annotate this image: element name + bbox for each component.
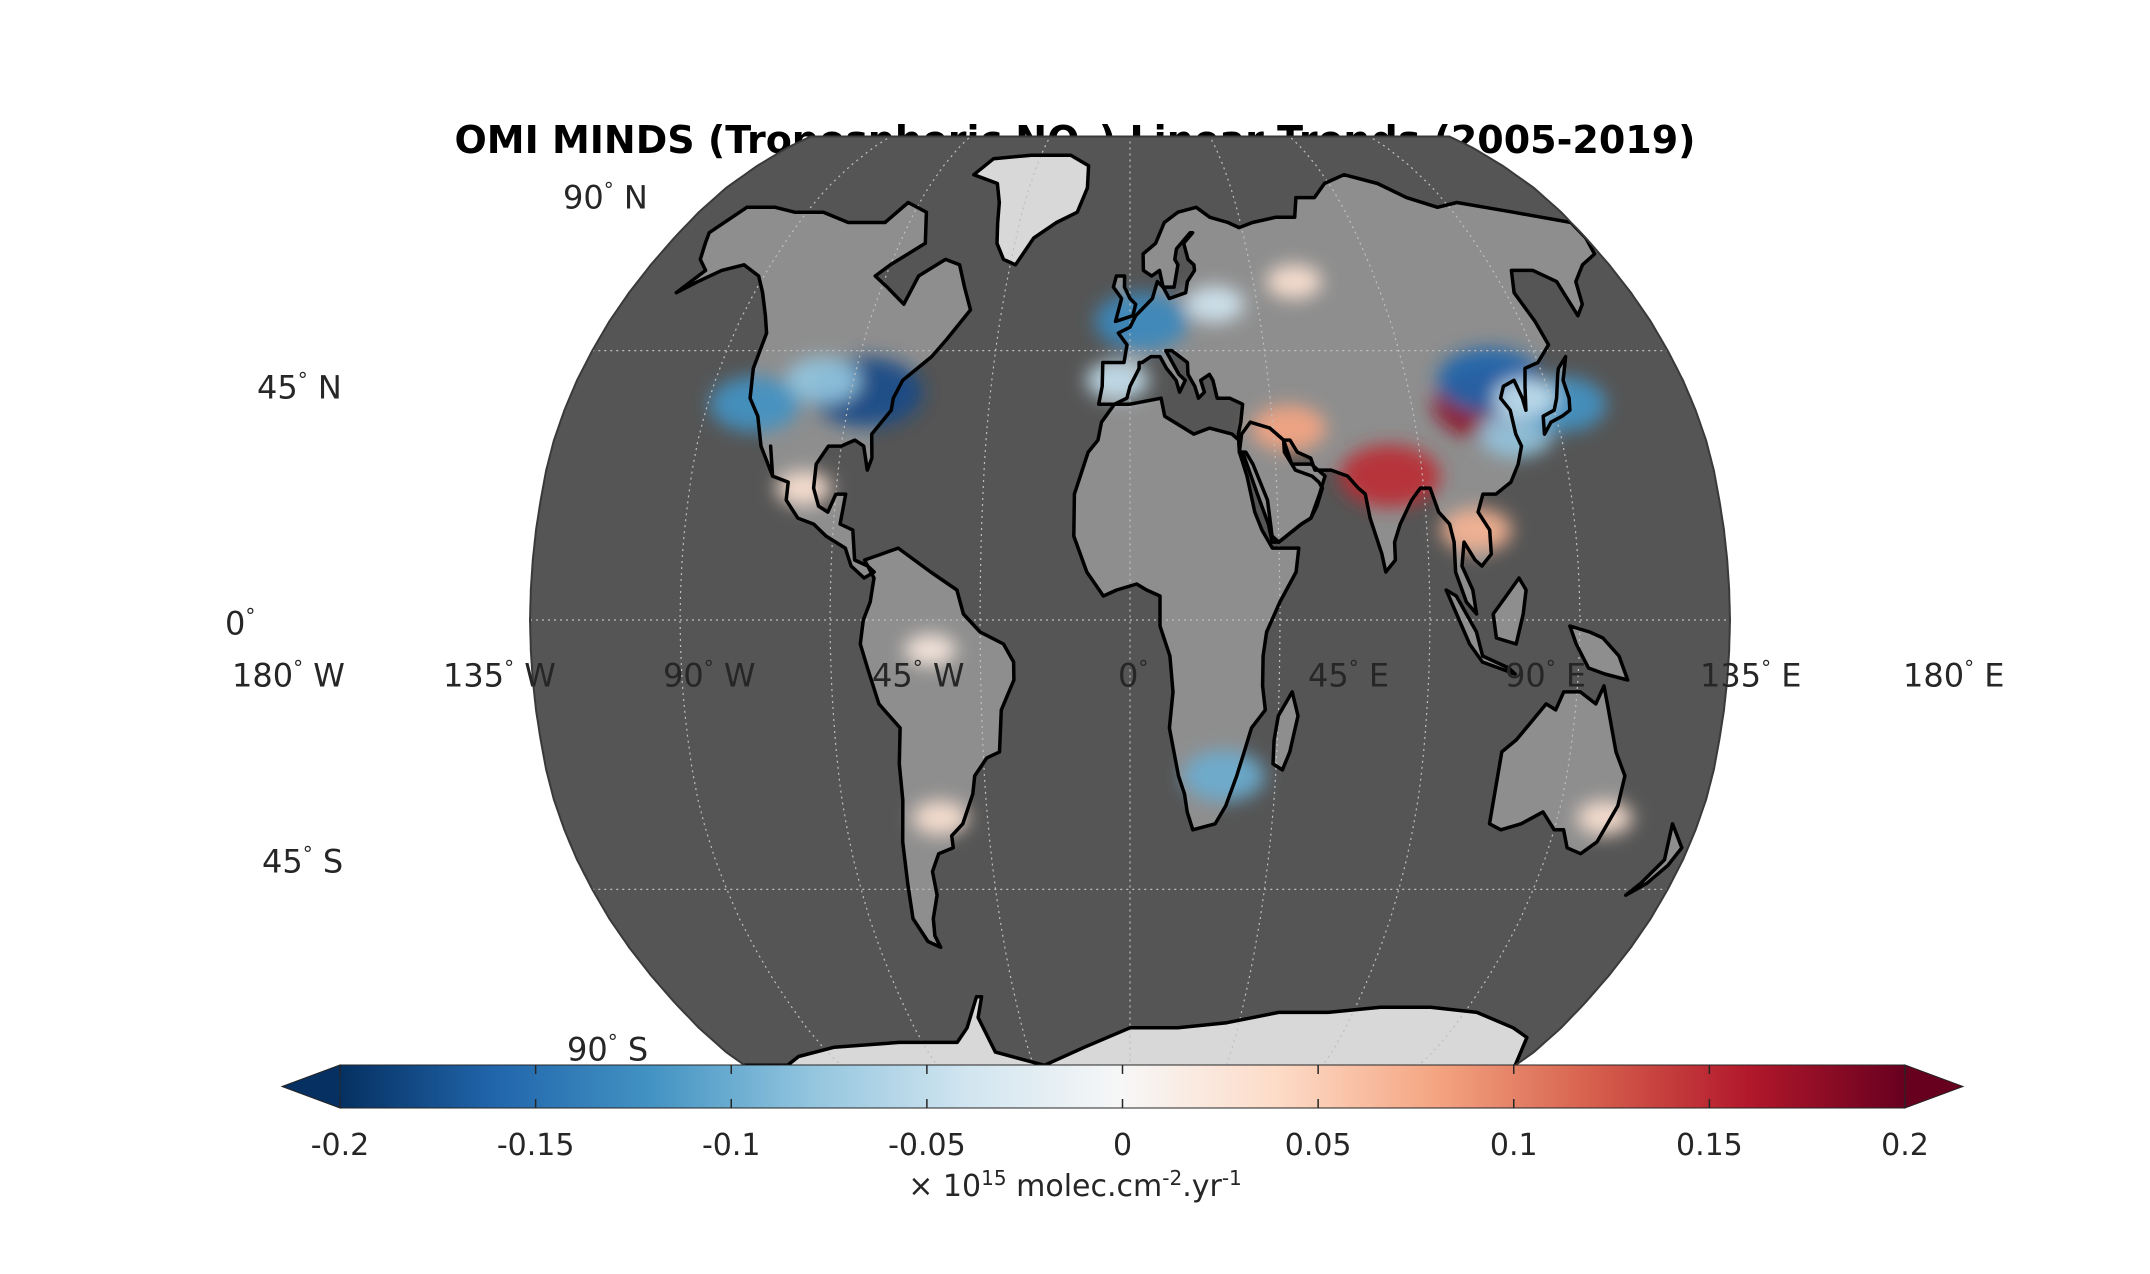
colorbar-tick-label: 0 (1112, 1128, 1133, 1163)
trend-hotspot (912, 800, 968, 835)
trend-hotspot (785, 357, 860, 404)
africa-land (1073, 398, 1299, 830)
longitude-label: 90° W (663, 656, 756, 695)
colorbar-max-extension (1904, 1064, 1965, 1109)
madagascar-coastline (1271, 690, 1300, 772)
coastlines (674, 153, 1684, 1104)
longitude-label: 0° (1118, 656, 1149, 695)
australia-coastline (1487, 684, 1627, 856)
trend-hotspot (1182, 750, 1265, 802)
colorbar-tick-label: 0.15 (1675, 1128, 1743, 1163)
trend-hotspot (709, 376, 800, 433)
longitude-label: 135° E (1700, 656, 1802, 695)
arabia-bridge-land (1239, 422, 1325, 543)
south-america-coastline (858, 546, 1016, 950)
new-zealand-coastline (1623, 822, 1684, 897)
madagascar-land (1273, 691, 1298, 770)
colorbar-tick-label: 0.2 (1881, 1128, 1929, 1163)
new-guinea-coastline (1568, 624, 1630, 682)
colorbar-tick-label: -0.2 (310, 1128, 370, 1163)
colorbar-unit-label: × 1015 molec.cm-2.yr-1 (908, 1166, 1242, 1204)
new-guinea-land (1569, 626, 1628, 680)
africa-coastline (1072, 396, 1301, 832)
meridian-line (1289, 136, 1431, 1104)
colorbar-ticks (339, 1065, 1906, 1108)
trend-hotspots (709, 264, 1633, 835)
trend-hotspot (1251, 405, 1327, 452)
longitude-label: 45° E (1308, 656, 1390, 695)
latitude-label: 90° N (563, 178, 648, 217)
colorbar-tick-label: -0.1 (701, 1128, 761, 1163)
latitude-label: 0° (225, 604, 256, 643)
borneo-coastline (1491, 576, 1528, 646)
japan-coastline (1541, 354, 1572, 436)
land-layer (676, 155, 1682, 1104)
colorbar-min-extension (280, 1064, 341, 1109)
trend-hotspot (1577, 800, 1633, 835)
north-america-coastline (674, 200, 973, 580)
longitude-label: 45° W (872, 656, 965, 695)
colorbar-tick-label: -0.05 (888, 1128, 966, 1163)
longitude-label: 180° W (232, 656, 345, 695)
greenland-land (973, 155, 1089, 265)
latitude-label: 45° S (262, 842, 344, 881)
longitude-label: 180° E (1903, 656, 2005, 695)
latitude-label: 90° S (567, 1030, 649, 1069)
colorbar-tick-label: -0.15 (496, 1128, 575, 1163)
antarctica-coastline (743, 994, 1529, 1104)
trend-hotspot (776, 470, 832, 506)
colorbar (280, 1064, 1965, 1109)
borneo-land (1493, 578, 1527, 644)
trend-hotspot (1339, 444, 1441, 508)
uk-coastline (1111, 274, 1138, 324)
trend-hotspot (1441, 508, 1512, 552)
eurasia-land (1098, 174, 1595, 614)
south-america-land (860, 548, 1014, 948)
greenland-coastline (972, 153, 1091, 267)
trend-hotspot (1185, 285, 1245, 323)
arabia-bridge-coastline (1237, 420, 1327, 544)
eurasia-coastline (1096, 172, 1597, 616)
trend-hotspot (1094, 292, 1189, 351)
longitude-label: 90° E (1505, 656, 1587, 695)
indonesia-coastline (1444, 588, 1517, 676)
colorbar-tick-label: 0.05 (1284, 1128, 1352, 1163)
colorbar-tick-label: 0.1 (1489, 1128, 1538, 1163)
map-frame (528, 135, 1732, 1105)
latitude-label: 45° N (257, 368, 342, 407)
trend-hotspot (904, 634, 957, 666)
trend-hotspot (1266, 264, 1322, 299)
longitude-label: 135° W (443, 656, 556, 695)
